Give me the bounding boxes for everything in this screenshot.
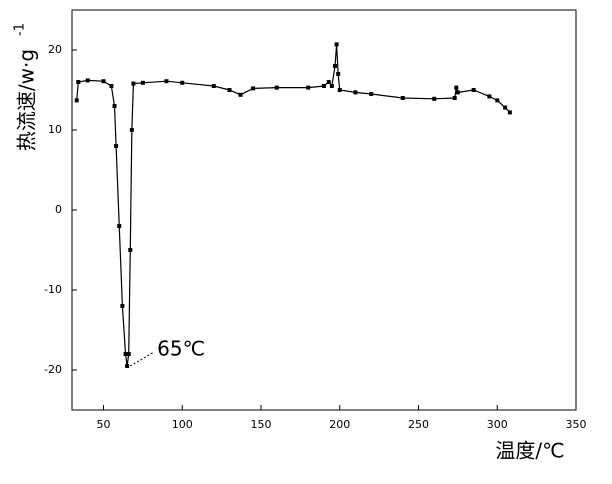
y-tick-label: 0 — [55, 203, 62, 216]
data-point — [74, 98, 79, 103]
data-point — [164, 79, 169, 84]
data-point — [471, 88, 476, 92]
y-tick-label: 20 — [48, 43, 62, 56]
y-axis-label: 热流速/w·g — [15, 49, 39, 151]
data-point — [128, 248, 133, 252]
data-point — [274, 85, 279, 90]
annotation-leader — [129, 351, 155, 367]
plot-frame — [71, 9, 577, 411]
data-point — [333, 64, 338, 68]
data-point — [238, 92, 243, 97]
data-point — [487, 94, 492, 99]
x-tick-label: 100 — [172, 418, 193, 431]
data-point — [112, 104, 117, 108]
data-point — [180, 80, 185, 85]
data-point — [140, 80, 145, 85]
x-tick-label: 250 — [408, 418, 429, 431]
y-axis-label-superscript: -1 — [13, 23, 28, 36]
data-point — [76, 80, 81, 84]
x-tick-label: 300 — [487, 418, 508, 431]
data-point — [125, 364, 130, 368]
y-tick-label: 10 — [48, 123, 62, 136]
data-point — [85, 78, 90, 83]
data-point — [306, 85, 311, 90]
data-point — [454, 85, 459, 90]
data-point — [101, 79, 106, 84]
data-point — [120, 304, 125, 308]
data-point — [109, 84, 114, 88]
data-point — [495, 98, 500, 103]
x-tick-label: 200 — [329, 418, 350, 431]
x-tick-label: 50 — [97, 418, 111, 431]
data-point — [211, 84, 216, 88]
data-point — [227, 88, 232, 92]
x-tick-label: 150 — [251, 418, 272, 431]
data-point — [432, 96, 437, 101]
data-point — [322, 84, 326, 88]
y-tick-label: -20 — [44, 363, 62, 376]
data-point — [455, 90, 460, 95]
data-point — [353, 90, 358, 95]
data-point — [114, 144, 119, 148]
data-point — [503, 105, 508, 110]
data-point — [251, 86, 256, 91]
data-point — [452, 96, 457, 100]
annotation: 65℃ — [157, 337, 205, 361]
x-tick-label: 350 — [566, 418, 587, 431]
data-point — [329, 84, 334, 88]
x-axis-label: 温度/℃ — [495, 439, 564, 463]
data-point — [123, 352, 128, 356]
data-point — [337, 88, 342, 92]
data-point — [117, 224, 122, 228]
data-point — [507, 110, 512, 115]
y-tick-label: -10 — [44, 283, 62, 296]
data-point — [400, 96, 405, 100]
data-point — [131, 81, 136, 86]
data-point — [129, 128, 134, 132]
data-point — [126, 352, 131, 356]
data-point — [334, 42, 339, 47]
data-line — [76, 44, 511, 367]
data-point — [369, 92, 374, 96]
data-point — [336, 72, 341, 76]
data-point — [326, 80, 331, 84]
y-axis-label-group: 热流速/w·g -1 — [13, 23, 39, 151]
